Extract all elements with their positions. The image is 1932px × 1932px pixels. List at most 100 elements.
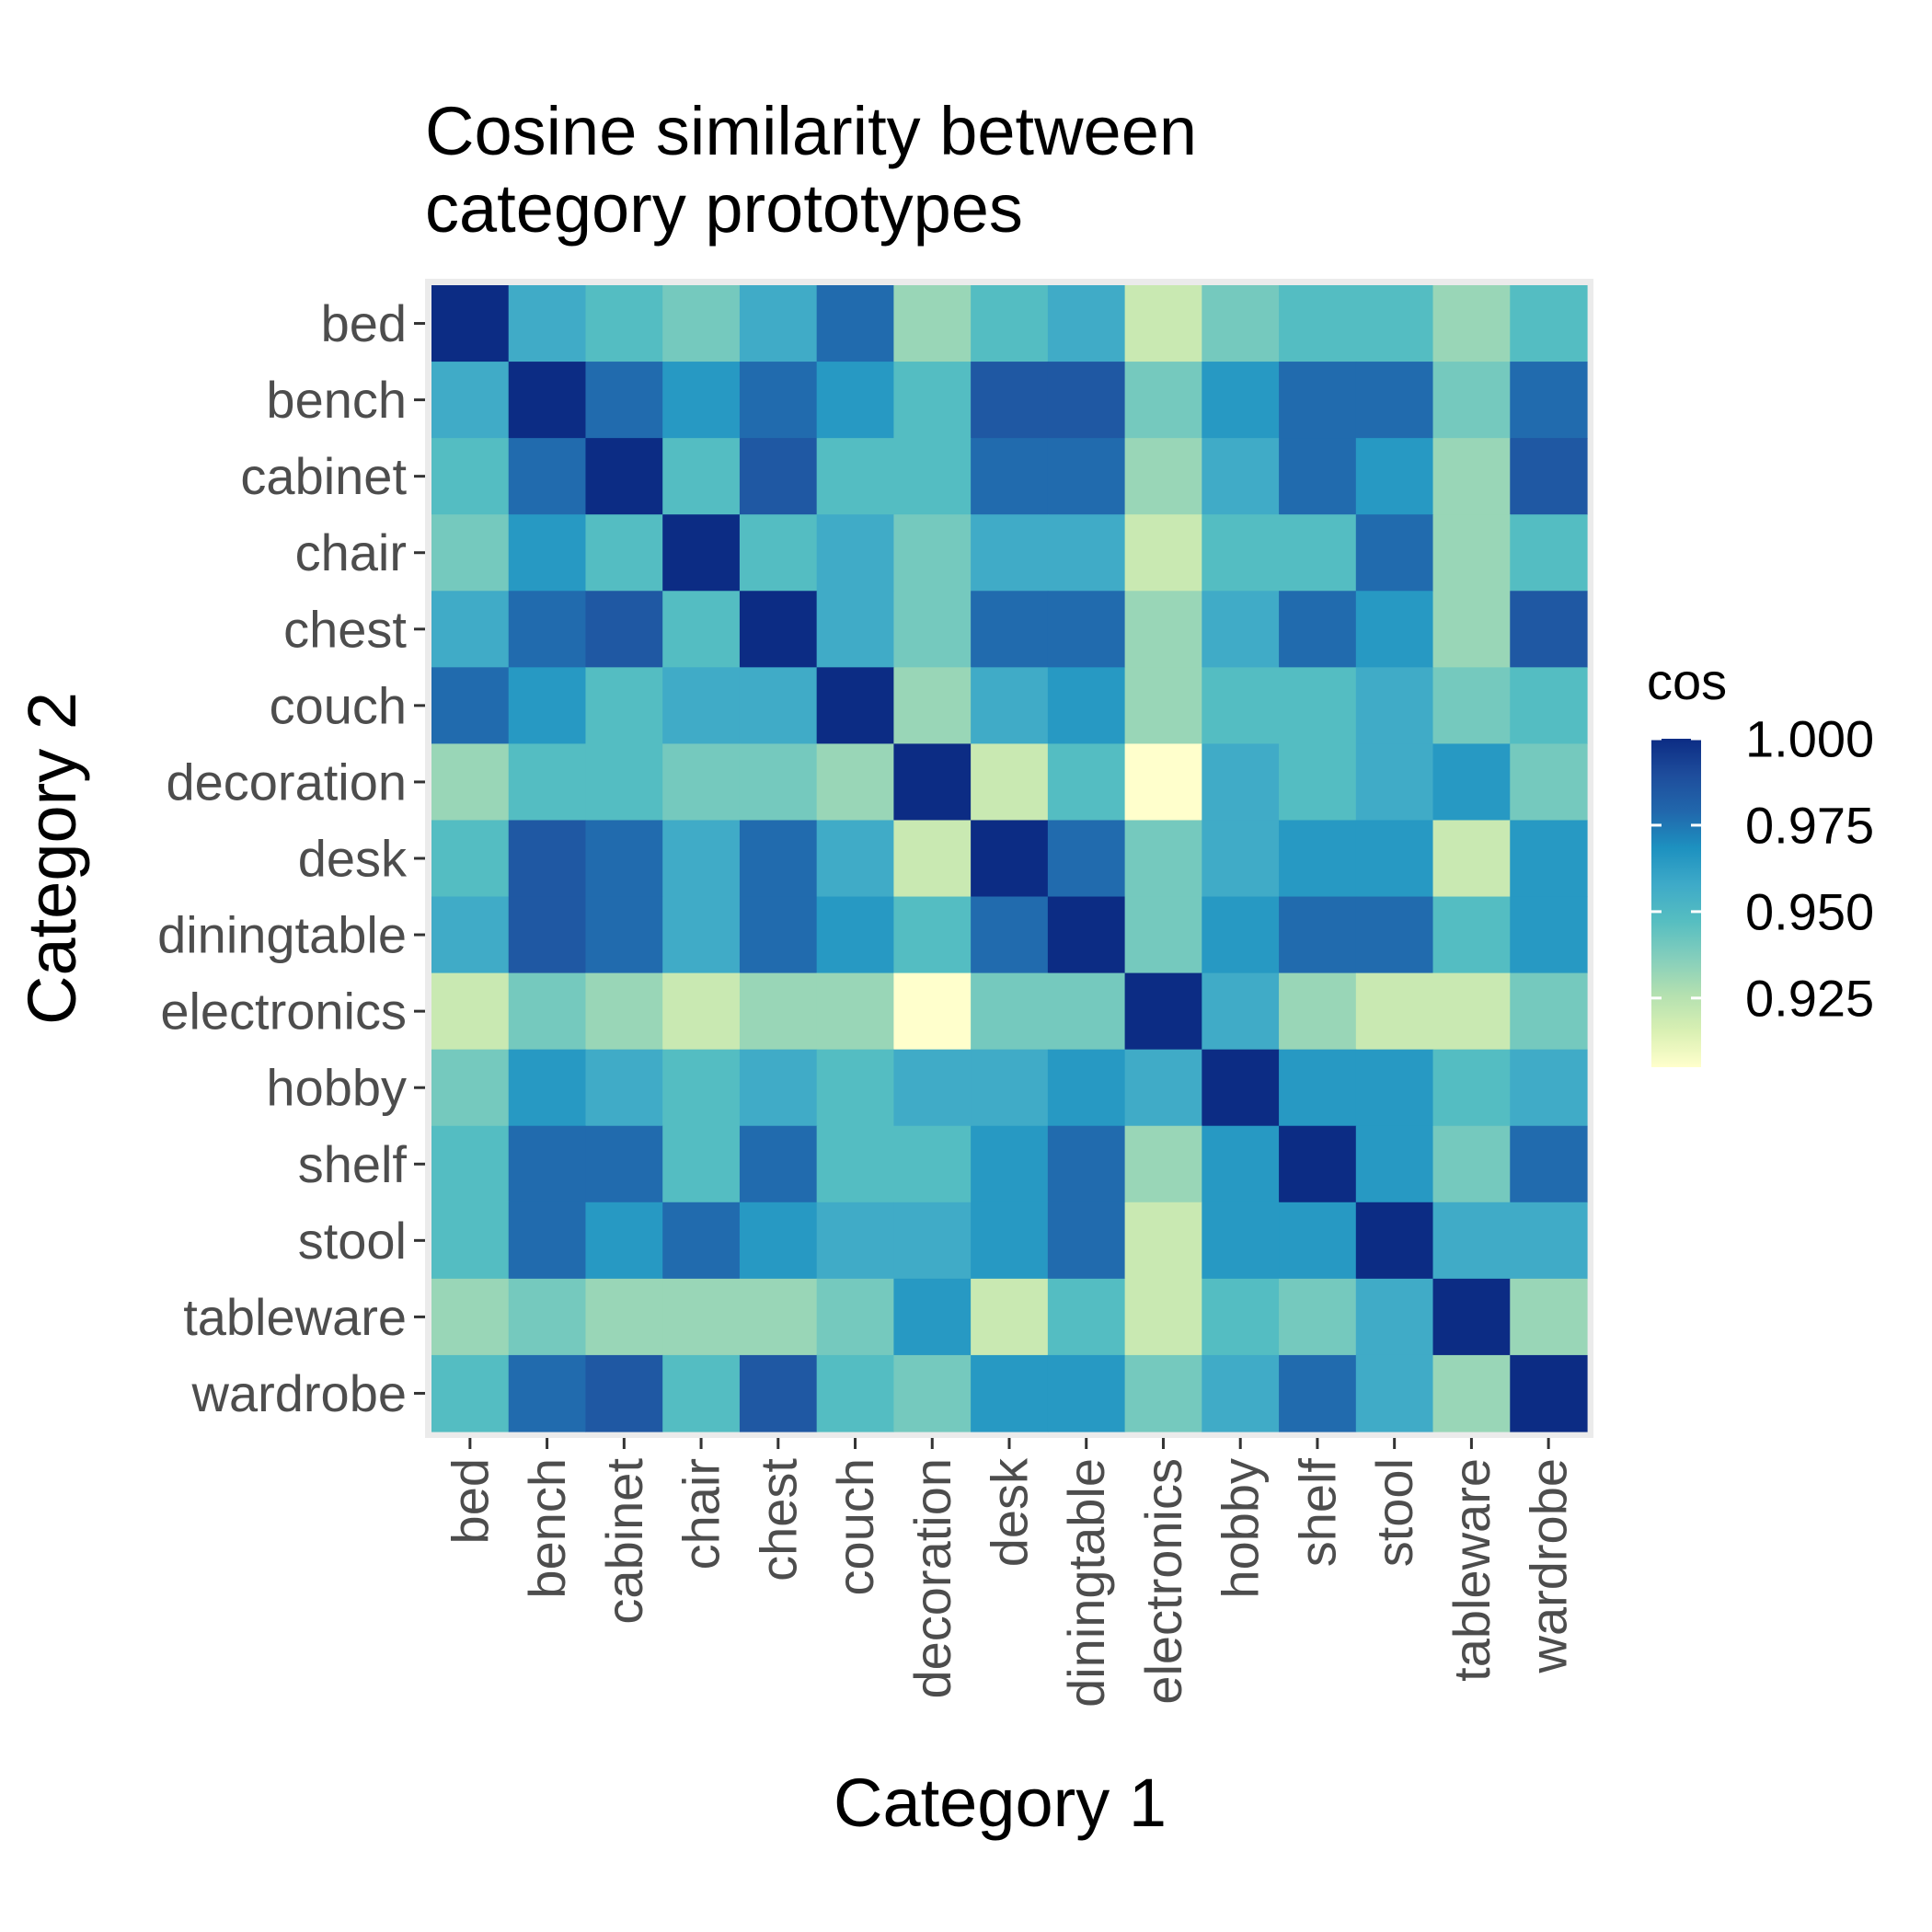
heatmap-cell-couch-tableware xyxy=(816,1278,894,1356)
heatmap-cell-chest-decoration xyxy=(739,743,818,822)
heatmap-cell-electronics-couch xyxy=(1124,667,1202,744)
heatmap-cell-chest-wardrobe xyxy=(739,1354,818,1432)
heatmap-cell-desk-hobby xyxy=(971,1049,1049,1127)
heatmap-cell-bed-chair xyxy=(431,514,510,592)
x-tick-label: bed xyxy=(441,1458,499,1544)
heatmap-cell-chair-wardrobe xyxy=(662,1354,741,1432)
heatmap-cell-decoration-cabinet xyxy=(893,438,972,515)
y-tick-label: bench xyxy=(266,371,407,429)
heatmap-cell-bench-desk xyxy=(508,820,587,898)
heatmap-cell-couch-hobby xyxy=(816,1049,894,1127)
heatmap-cell-electronics-wardrobe xyxy=(1124,1354,1202,1432)
x-tick-label: electronics xyxy=(1134,1458,1192,1705)
heatmap-cell-bed-electronics xyxy=(431,972,510,1051)
heatmap-cell-stool-electronics xyxy=(1355,972,1434,1051)
heatmap-cell-wardrobe-wardrobe xyxy=(1510,1354,1588,1432)
heatmap-cell-wardrobe-desk xyxy=(1510,820,1588,898)
heatmap-cell-chest-electronics xyxy=(739,972,818,1051)
heatmap-cell-hobby-chair xyxy=(1202,514,1280,592)
heatmap-cell-electronics-chair xyxy=(1124,514,1202,592)
heatmap-cell-stool-cabinet xyxy=(1355,438,1434,515)
x-axis: bed bench cabinet chair chest couch decoration… xyxy=(441,1438,1578,1708)
heatmap-cell-chest-desk xyxy=(739,820,818,898)
x-tick-label: chair xyxy=(673,1458,730,1570)
y-tick-label: stool xyxy=(298,1212,407,1270)
heatmap-cell-diningtable-chair xyxy=(1047,514,1126,592)
heatmap-cell-hobby-couch xyxy=(1202,667,1280,744)
heatmap-cell-desk-wardrobe xyxy=(971,1354,1049,1432)
heatmap-cell-stool-decoration xyxy=(1355,743,1434,822)
heatmap-cell-diningtable-hobby xyxy=(1047,1049,1126,1127)
heatmap-cell-cabinet-shelf xyxy=(585,1125,663,1203)
heatmap-cell-decoration-wardrobe xyxy=(893,1354,972,1432)
heatmap-cell-tableware-chest xyxy=(1432,591,1511,668)
heatmap-cell-bench-chair xyxy=(508,514,587,592)
heatmap-cell-bench-electronics xyxy=(508,972,587,1051)
heatmap-cell-wardrobe-hobby xyxy=(1510,1049,1588,1127)
heatmap-cell-decoration-diningtable xyxy=(893,896,972,974)
heatmap-cell-hobby-bed xyxy=(1202,285,1280,362)
heatmap-cell-tableware-wardrobe xyxy=(1432,1354,1511,1432)
y-tick-label: couch xyxy=(270,676,407,734)
heatmap-cell-chair-bed xyxy=(662,285,741,362)
y-tick-label: electronics xyxy=(160,983,407,1041)
heatmap-cell-tableware-shelf xyxy=(1432,1125,1511,1203)
heatmap-cell-couch-desk xyxy=(816,820,894,898)
heatmap-cell-desk-chair xyxy=(971,514,1049,592)
heatmap-cell-stool-chair xyxy=(1355,514,1434,592)
heatmap-cell-decoration-decoration xyxy=(893,743,972,822)
heatmap-cell-desk-stool xyxy=(971,1202,1049,1280)
heatmap-cell-wardrobe-electronics xyxy=(1510,972,1588,1051)
heatmap-cell-desk-diningtable xyxy=(971,896,1049,974)
y-tick-label: chest xyxy=(283,600,407,658)
heatmap-cell-decoration-couch xyxy=(893,667,972,744)
heatmap-cell-electronics-electronics xyxy=(1124,972,1202,1051)
heatmap-cell-tableware-bench xyxy=(1432,362,1511,439)
heatmap-cell-bed-tableware xyxy=(431,1278,510,1356)
x-tick-label: chest xyxy=(749,1458,807,1581)
heatmap-cell-electronics-diningtable xyxy=(1124,896,1202,974)
heatmap-cell-bench-bench xyxy=(508,362,587,439)
heatmap-cell-bed-bed xyxy=(431,285,510,362)
heatmap-cell-wardrobe-chair xyxy=(1510,514,1588,592)
heatmap-cell-bed-decoration xyxy=(431,743,510,822)
heatmap-cell-hobby-shelf xyxy=(1202,1125,1280,1203)
heatmap-cell-cabinet-desk xyxy=(585,820,663,898)
heatmap-cell-chest-bench xyxy=(739,362,818,439)
x-tick-label: diningtable xyxy=(1057,1458,1115,1708)
heatmap-cell-wardrobe-couch xyxy=(1510,667,1588,744)
heatmap-cell-shelf-chair xyxy=(1279,514,1357,592)
heatmap-cell-decoration-stool xyxy=(893,1202,972,1280)
heatmap-cell-tableware-couch xyxy=(1432,667,1511,744)
heatmap-cell-electronics-bench xyxy=(1124,362,1202,439)
heatmap-cell-couch-diningtable xyxy=(816,896,894,974)
heatmap-cell-electronics-chest xyxy=(1124,591,1202,668)
y-tick-label: shelf xyxy=(298,1135,408,1193)
heatmap-cell-stool-desk xyxy=(1355,820,1434,898)
heatmap-cell-diningtable-bench xyxy=(1047,362,1126,439)
y-tick-label: diningtable xyxy=(157,906,407,964)
x-tick-label: decoration xyxy=(903,1458,961,1699)
x-tick-label: cabinet xyxy=(595,1458,653,1625)
heatmap-cell-couch-bed xyxy=(816,285,894,362)
heatmap-cell-bed-bench xyxy=(431,362,510,439)
heatmap-cell-decoration-hobby xyxy=(893,1049,972,1127)
heatmap-cell-hobby-decoration xyxy=(1202,743,1280,822)
heatmap-cell-shelf-wardrobe xyxy=(1279,1354,1357,1432)
heatmap-cell-wardrobe-diningtable xyxy=(1510,896,1588,974)
heatmap-cell-decoration-bench xyxy=(893,362,972,439)
heatmap-cell-couch-chest xyxy=(816,591,894,668)
heatmap-cell-shelf-bench xyxy=(1279,362,1357,439)
heatmap-cell-decoration-shelf xyxy=(893,1125,972,1203)
heatmap-cell-stool-bench xyxy=(1355,362,1434,439)
heatmap-cell-stool-tableware xyxy=(1355,1278,1434,1356)
heatmap-cell-chest-stool xyxy=(739,1202,818,1280)
heatmap-cell-cabinet-cabinet xyxy=(585,438,663,515)
heatmap-cell-diningtable-wardrobe xyxy=(1047,1354,1126,1432)
heatmap-cell-couch-wardrobe xyxy=(816,1354,894,1432)
heatmap-cell-shelf-chest xyxy=(1279,591,1357,668)
heatmap-cell-decoration-tableware xyxy=(893,1278,972,1356)
heatmap-cell-cabinet-diningtable xyxy=(585,896,663,974)
heatmap-cell-stool-hobby xyxy=(1355,1049,1434,1127)
heatmap-cell-hobby-tableware xyxy=(1202,1278,1280,1356)
